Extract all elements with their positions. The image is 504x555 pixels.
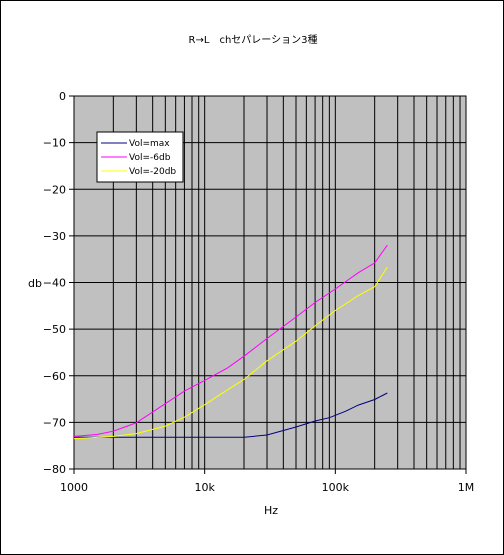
y-tick-label: −70: [43, 416, 66, 429]
chart-title: R→L chセパレーション3種: [189, 33, 318, 46]
x-tick-label: 10k: [194, 481, 215, 494]
y-tick-label: −10: [43, 137, 66, 150]
y-axis-title: db: [28, 277, 42, 290]
series-layer: [73, 244, 388, 440]
y-tick-label: −20: [43, 183, 66, 196]
x-tick-label: 1000: [60, 481, 88, 494]
legend-label-2: Vol=-6db: [129, 153, 171, 163]
series-line-3: [73, 266, 388, 440]
x-axis-ticks: 1000 10k 100k 1M: [60, 469, 474, 494]
legend-label-1: Vol=max: [129, 139, 170, 149]
y-tick-label: −50: [43, 323, 66, 336]
x-tick-label: 100k: [322, 481, 350, 494]
y-tick-label: 0: [59, 90, 66, 103]
y-axis-ticks: 0 −10 −20 −30 −40 −50 −60 −70 −80: [43, 90, 74, 476]
series-line-2: [73, 244, 388, 437]
x-tick-label: 1M: [458, 481, 475, 494]
y-tick-label: −60: [43, 370, 66, 383]
x-axis-title: Hz: [264, 504, 278, 517]
y-tick-label: −40: [43, 277, 66, 290]
legend-label-3: Vol=-20db: [129, 167, 176, 177]
y-tick-label: −80: [43, 463, 66, 476]
y-tick-label: −30: [43, 230, 66, 243]
legend: Vol=max Vol=-6db Vol=-20db: [96, 131, 184, 183]
series-line-1: [74, 392, 388, 438]
